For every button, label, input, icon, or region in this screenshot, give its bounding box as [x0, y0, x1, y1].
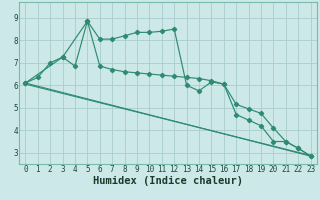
X-axis label: Humidex (Indice chaleur): Humidex (Indice chaleur): [93, 176, 243, 186]
